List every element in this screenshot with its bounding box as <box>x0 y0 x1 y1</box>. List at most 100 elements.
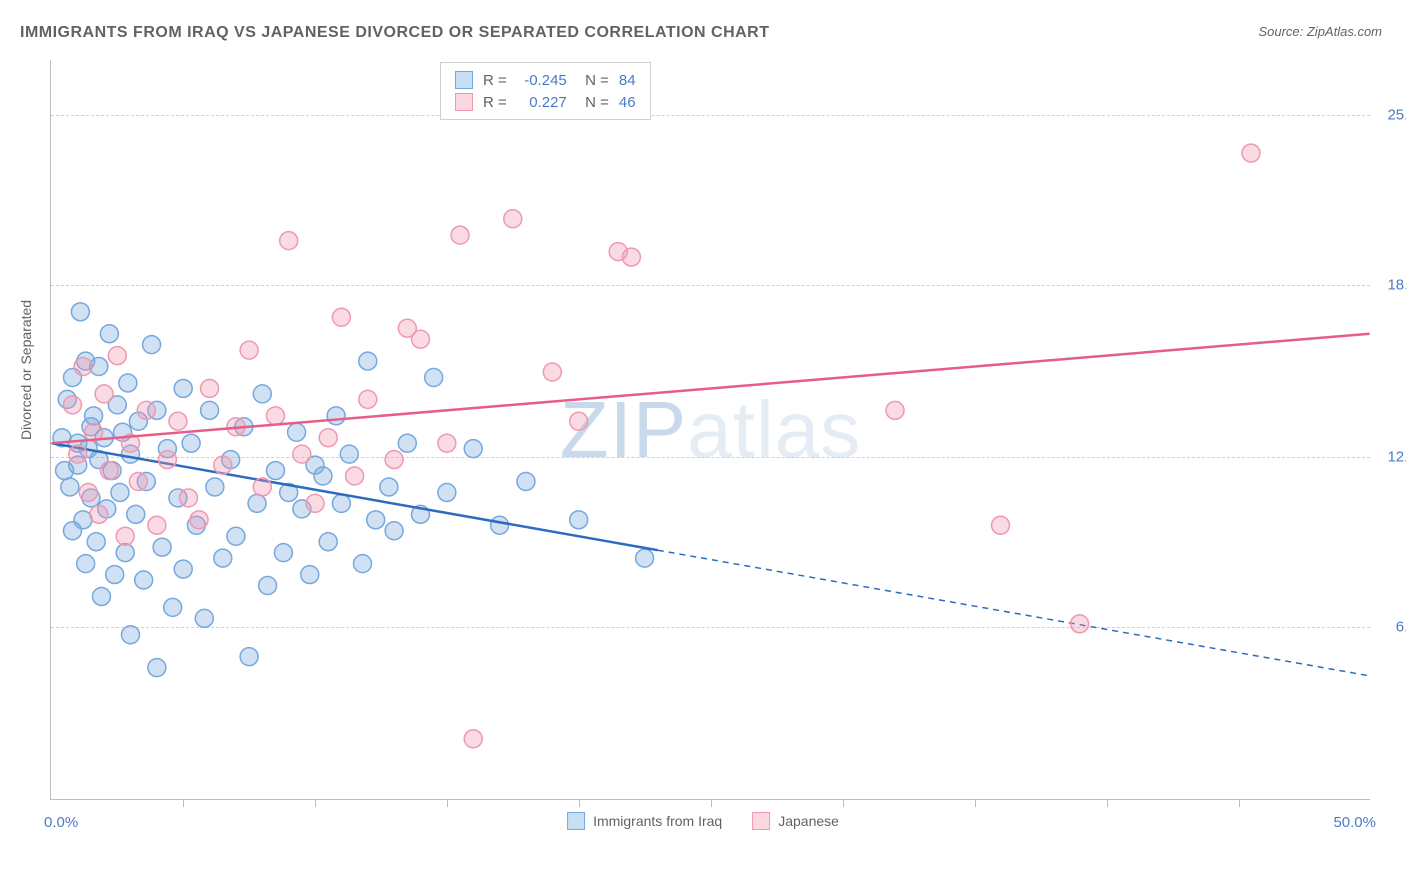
data-point <box>174 560 192 578</box>
data-point <box>214 549 232 567</box>
data-point <box>464 440 482 458</box>
data-point <box>327 407 345 425</box>
r-label: R = <box>483 72 507 89</box>
data-point <box>367 511 385 529</box>
data-point <box>214 456 232 474</box>
data-point <box>570 511 588 529</box>
x-tick <box>447 799 448 807</box>
data-point <box>116 544 134 562</box>
data-point <box>380 478 398 496</box>
data-point <box>143 336 161 354</box>
x-tick <box>975 799 976 807</box>
data-point <box>164 598 182 616</box>
y-tick-label: 6.3% <box>1380 619 1406 636</box>
data-point <box>253 478 271 496</box>
bottom-legend: Immigrants from Iraq Japanese <box>567 812 839 830</box>
x-axis-origin-label: 0.0% <box>44 814 78 831</box>
legend-swatch-0 <box>567 812 585 830</box>
n-value-0: 84 <box>619 72 636 89</box>
data-point <box>108 347 126 365</box>
data-point <box>95 385 113 403</box>
legend-label-0: Immigrants from Iraq <box>593 813 722 829</box>
x-tick <box>1239 799 1240 807</box>
n-value-1: 46 <box>619 94 636 111</box>
data-point <box>398 434 416 452</box>
data-point <box>92 587 110 605</box>
data-point <box>636 549 654 567</box>
data-point <box>438 483 456 501</box>
data-point <box>158 451 176 469</box>
data-point <box>119 374 137 392</box>
data-point <box>354 555 372 573</box>
y-axis-label: Divorced or Separated <box>18 300 34 440</box>
data-point <box>206 478 224 496</box>
data-point <box>314 467 332 485</box>
data-point <box>148 516 166 534</box>
data-point <box>169 412 187 430</box>
data-point <box>148 659 166 677</box>
data-point <box>340 445 358 463</box>
data-point <box>301 566 319 584</box>
data-point <box>190 511 208 529</box>
swatch-series-0 <box>455 71 473 89</box>
x-tick <box>711 799 712 807</box>
y-tick-label: 18.8% <box>1380 276 1406 293</box>
data-point <box>517 473 535 491</box>
legend-swatch-1 <box>752 812 770 830</box>
data-point <box>129 473 147 491</box>
x-axis-max-label: 50.0% <box>1333 814 1376 831</box>
y-tick-label: 25.0% <box>1380 106 1406 123</box>
data-point <box>332 494 350 512</box>
data-point <box>543 363 561 381</box>
data-point <box>179 489 197 507</box>
data-point <box>77 555 95 573</box>
r-value-0: -0.245 <box>517 72 567 89</box>
data-point <box>240 648 258 666</box>
legend-label-1: Japanese <box>778 813 839 829</box>
data-point <box>280 232 298 250</box>
data-point <box>240 341 258 359</box>
data-point <box>253 385 271 403</box>
data-point <box>85 407 103 425</box>
data-point <box>137 401 155 419</box>
data-point <box>346 467 364 485</box>
data-point <box>248 494 266 512</box>
x-tick <box>843 799 844 807</box>
data-point <box>319 429 337 447</box>
n-label: N = <box>577 72 609 89</box>
data-point <box>319 533 337 551</box>
data-point <box>438 434 456 452</box>
r-label: R = <box>483 94 507 111</box>
data-point <box>153 538 171 556</box>
data-point <box>135 571 153 589</box>
chart-title: IMMIGRANTS FROM IRAQ VS JAPANESE DIVORCE… <box>20 24 770 42</box>
data-point <box>106 566 124 584</box>
stats-row-series-0: R = -0.245 N = 84 <box>455 69 636 91</box>
stats-row-series-1: R = 0.227 N = 46 <box>455 91 636 113</box>
data-point <box>111 483 129 501</box>
data-point <box>201 379 219 397</box>
data-point <box>504 210 522 228</box>
swatch-series-1 <box>455 93 473 111</box>
data-point <box>79 483 97 501</box>
data-point <box>100 462 118 480</box>
data-point <box>61 478 79 496</box>
data-point <box>267 462 285 480</box>
data-point <box>464 730 482 748</box>
data-point <box>182 434 200 452</box>
data-point <box>74 358 92 376</box>
data-point <box>570 412 588 430</box>
data-point <box>1242 144 1260 162</box>
x-tick <box>315 799 316 807</box>
y-tick-label: 12.5% <box>1380 449 1406 466</box>
x-tick <box>183 799 184 807</box>
data-point <box>306 494 324 512</box>
data-point <box>121 626 139 644</box>
x-tick <box>579 799 580 807</box>
data-point <box>87 533 105 551</box>
data-point <box>385 522 403 540</box>
data-point <box>90 505 108 523</box>
r-value-1: 0.227 <box>517 94 567 111</box>
data-point <box>1071 615 1089 633</box>
n-label: N = <box>577 94 609 111</box>
